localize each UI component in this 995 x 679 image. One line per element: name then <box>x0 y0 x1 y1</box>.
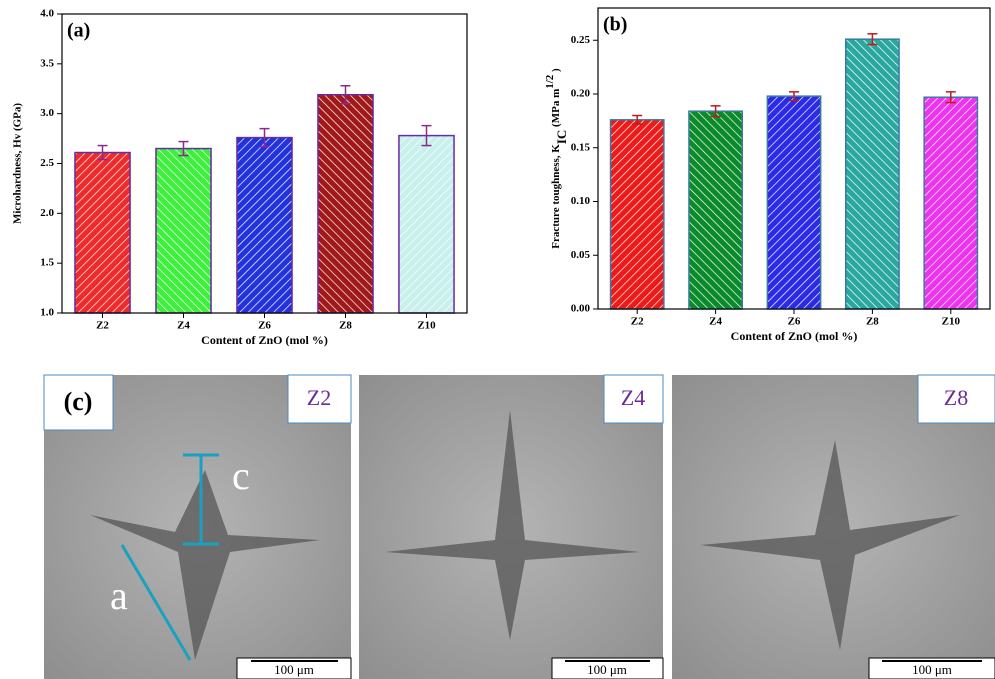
scale-label: 100 μm <box>912 662 952 677</box>
figure: (c) Z2 Z4 Z8 c a 100 μm 100 μm 100 μm 1.… <box>0 0 995 679</box>
x-tick-label: Z4 <box>709 316 722 328</box>
y-axis-label-part: Fracture toughness, K <box>550 144 562 249</box>
panel-title: (b) <box>603 14 627 36</box>
x-tick-label: Z8 <box>866 316 879 328</box>
y-tick-label: 1.0 <box>40 307 54 319</box>
y-tick-label: 0.10 <box>571 195 591 207</box>
y-tick-label: 0.25 <box>571 34 591 46</box>
y-axis-label-part: 1/2 <box>544 74 556 89</box>
scale-label: 100 μm <box>587 662 627 677</box>
x-tick-label: Z6 <box>788 316 801 328</box>
x-tick-label: Z10 <box>942 316 961 328</box>
y-tick-label: 0.15 <box>571 141 591 153</box>
sample-label: Z2 <box>307 385 331 410</box>
bar <box>924 97 977 309</box>
y-axis-label-part: IC <box>554 130 569 144</box>
annotation: a <box>110 573 128 618</box>
bar <box>75 153 130 313</box>
bar <box>767 96 820 309</box>
y-tick-label: 3.0 <box>40 107 54 119</box>
y-tick-label: 0.05 <box>571 249 591 261</box>
x-tick-label: Z8 <box>339 320 352 332</box>
x-axis-label: Content of ZnO (mol %) <box>201 333 328 347</box>
x-tick-label: Z10 <box>417 320 436 332</box>
y-tick-label: 2.5 <box>40 157 54 169</box>
annotation: c <box>232 453 250 498</box>
y-tick-label: 2.0 <box>40 207 54 219</box>
sample-label: Z8 <box>944 385 968 410</box>
x-axis-label: Content of ZnO (mol %) <box>731 329 858 343</box>
y-axis-label: Fracture toughness, KIC (MPa m1/2 ) <box>544 68 570 249</box>
micrographs: (c) Z2 Z4 Z8 c a 100 μm 100 μm 100 μm <box>44 375 995 679</box>
y-tick-label: 4.0 <box>40 8 54 20</box>
x-tick-label: Z6 <box>258 320 271 332</box>
x-tick-label: Z2 <box>631 316 644 328</box>
y-axis-label-part: ) <box>550 68 562 75</box>
y-tick-label: 3.5 <box>40 57 54 69</box>
y-tick-label: 0.20 <box>571 88 591 100</box>
sample-label: Z4 <box>621 385 645 410</box>
bar <box>156 149 211 313</box>
x-tick-label: Z4 <box>177 320 190 332</box>
y-tick-label: 1.5 <box>40 257 54 269</box>
x-tick-label: Z2 <box>96 320 109 332</box>
panel-label: (c) <box>64 387 93 416</box>
bar <box>399 136 454 313</box>
scale-label: 100 μm <box>274 662 314 677</box>
bar <box>237 138 292 313</box>
y-axis-label-part: (MPa m <box>550 89 562 130</box>
bar <box>318 95 373 313</box>
bar <box>689 111 742 309</box>
y-axis-label: Microhardness, Hv (GPa) <box>12 103 24 224</box>
bar <box>846 39 899 309</box>
y-tick-label: 0.00 <box>571 303 591 315</box>
bar <box>611 120 664 309</box>
panel-title: (a) <box>67 20 90 42</box>
